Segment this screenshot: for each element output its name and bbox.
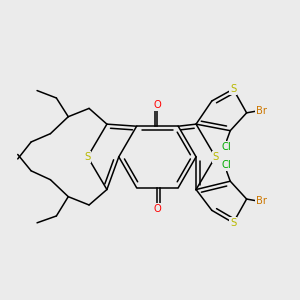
Text: S: S [85, 152, 91, 162]
Text: O: O [154, 100, 161, 110]
Text: O: O [154, 204, 161, 214]
Text: Cl: Cl [222, 142, 232, 152]
Text: S: S [230, 218, 236, 228]
Text: Br: Br [256, 106, 267, 116]
Text: S: S [212, 152, 218, 162]
Text: S: S [230, 84, 236, 94]
Text: Br: Br [256, 196, 267, 206]
Text: Cl: Cl [222, 160, 232, 170]
